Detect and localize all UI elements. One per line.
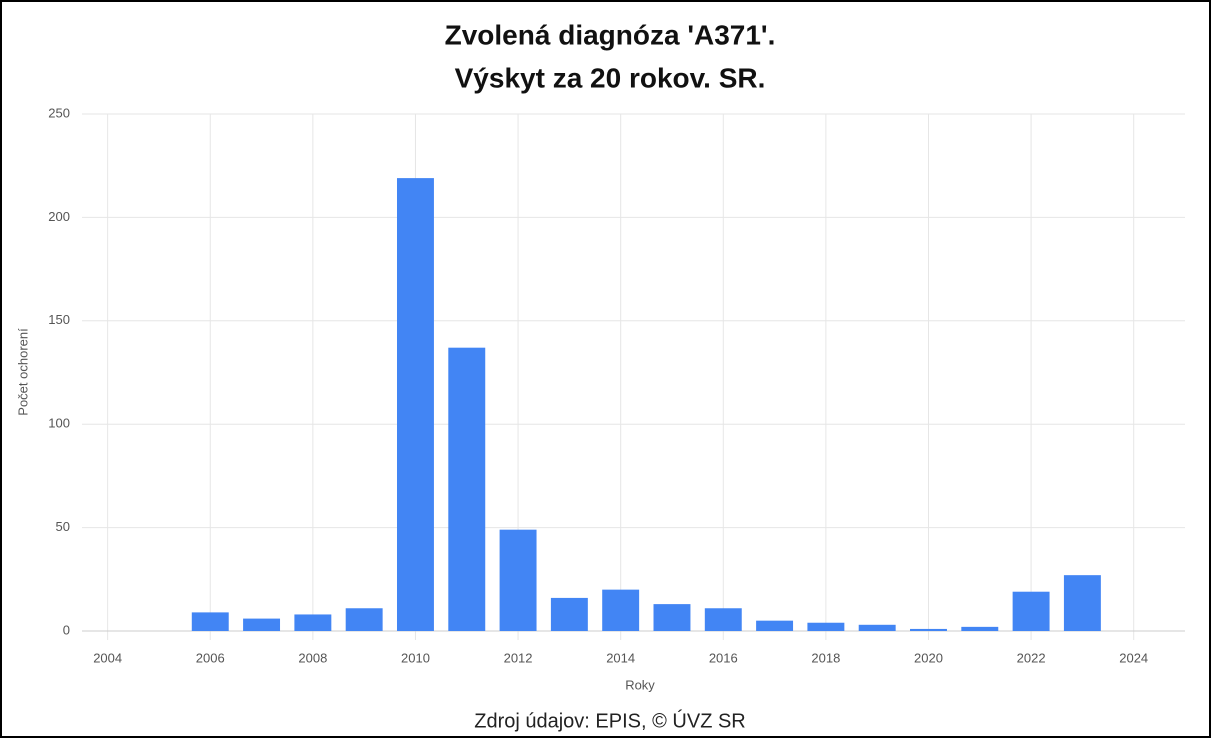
bar <box>294 614 332 631</box>
chart-title: Zvolená diagnóza 'A371'. <box>445 19 776 50</box>
x-tick-label: 2024 <box>1119 650 1148 665</box>
x-tick-label: 2016 <box>709 650 738 665</box>
bar <box>396 178 434 631</box>
y-tick-label: 100 <box>48 416 70 431</box>
bar <box>704 608 742 631</box>
bar <box>499 529 537 631</box>
y-tick-label: 50 <box>56 519 70 534</box>
bar <box>191 612 229 631</box>
x-tick-label: 2010 <box>401 650 430 665</box>
x-tick-label: 2014 <box>606 650 635 665</box>
bar <box>910 628 947 631</box>
bar <box>243 618 281 631</box>
bar <box>1063 575 1101 631</box>
bar <box>550 597 588 631</box>
x-tick-label: 2008 <box>298 650 327 665</box>
bar <box>1012 591 1050 631</box>
chart-title: Výskyt za 20 rokov. SR. <box>455 62 766 93</box>
y-tick-label: 150 <box>48 312 70 327</box>
x-tick-label: 2022 <box>1017 650 1046 665</box>
bar <box>756 620 794 631</box>
bar <box>961 626 999 631</box>
y-axis-label: Počet ochorení <box>15 328 30 416</box>
x-tick-label: 2018 <box>811 650 840 665</box>
bar <box>345 608 383 631</box>
x-tick-label: 2012 <box>504 650 533 665</box>
x-tick-label: 2006 <box>196 650 225 665</box>
bar <box>653 604 691 631</box>
y-tick-label: 200 <box>48 209 70 224</box>
x-tick-label: 2020 <box>914 650 943 665</box>
bar <box>448 347 486 631</box>
source: Zdroj údajov: EPIS, © ÚVZ SR <box>474 709 746 732</box>
x-tick-label: 2004 <box>93 650 122 665</box>
bar <box>858 624 896 631</box>
bar <box>602 589 640 631</box>
bar <box>807 622 845 631</box>
y-tick-label: 250 <box>48 105 70 120</box>
x-axis-label: Roky <box>625 677 655 692</box>
y-tick-label: 0 <box>63 622 70 637</box>
